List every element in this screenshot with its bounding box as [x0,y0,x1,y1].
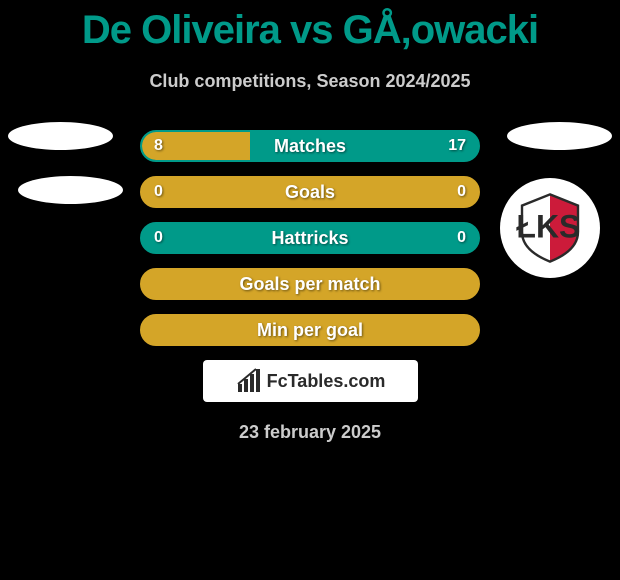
stat-value-left: 0 [154,183,163,201]
stat-value-left: 8 [154,137,163,155]
comparison-date: 23 february 2025 [0,422,620,443]
stat-row-hattricks: 0 Hattricks 0 [140,222,480,254]
stat-value-left: 0 [154,229,163,247]
stats-container: ŁKS 8 Matches 17 0 Goals 0 0 Hattricks 0… [0,130,620,443]
stat-value-right: 0 [457,229,466,247]
brand-watermark: FcTables.com [203,360,418,402]
stat-label: Min per goal [257,320,363,341]
fctables-bars-icon [235,366,265,396]
stat-label: Hattricks [271,228,348,249]
stat-label: Goals per match [239,274,380,295]
lks-club-logo-icon: ŁKS [510,188,590,268]
season-subtitle: Club competitions, Season 2024/2025 [0,71,620,92]
comparison-title: De Oliveira vs GÅ‚owacki [0,0,620,53]
stat-row-goals: 0 Goals 0 [140,176,480,208]
stat-value-right: 0 [457,183,466,201]
stat-label: Goals [285,182,335,203]
stat-row-goals-per-match: Goals per match [140,268,480,300]
player-left-flag-badge [8,122,113,150]
player-left-club-badge [18,176,123,204]
stat-row-matches: 8 Matches 17 [140,130,480,162]
stat-row-min-per-goal: Min per goal [140,314,480,346]
stat-rows: 8 Matches 17 0 Goals 0 0 Hattricks 0 Goa… [140,130,480,346]
player-right-club-badge: ŁKS [500,178,600,278]
brand-label: FcTables.com [267,371,386,392]
stat-value-right: 17 [448,137,466,155]
svg-text:ŁKS: ŁKS [516,209,580,245]
player-right-flag-badge [507,122,612,150]
stat-label: Matches [274,136,346,157]
